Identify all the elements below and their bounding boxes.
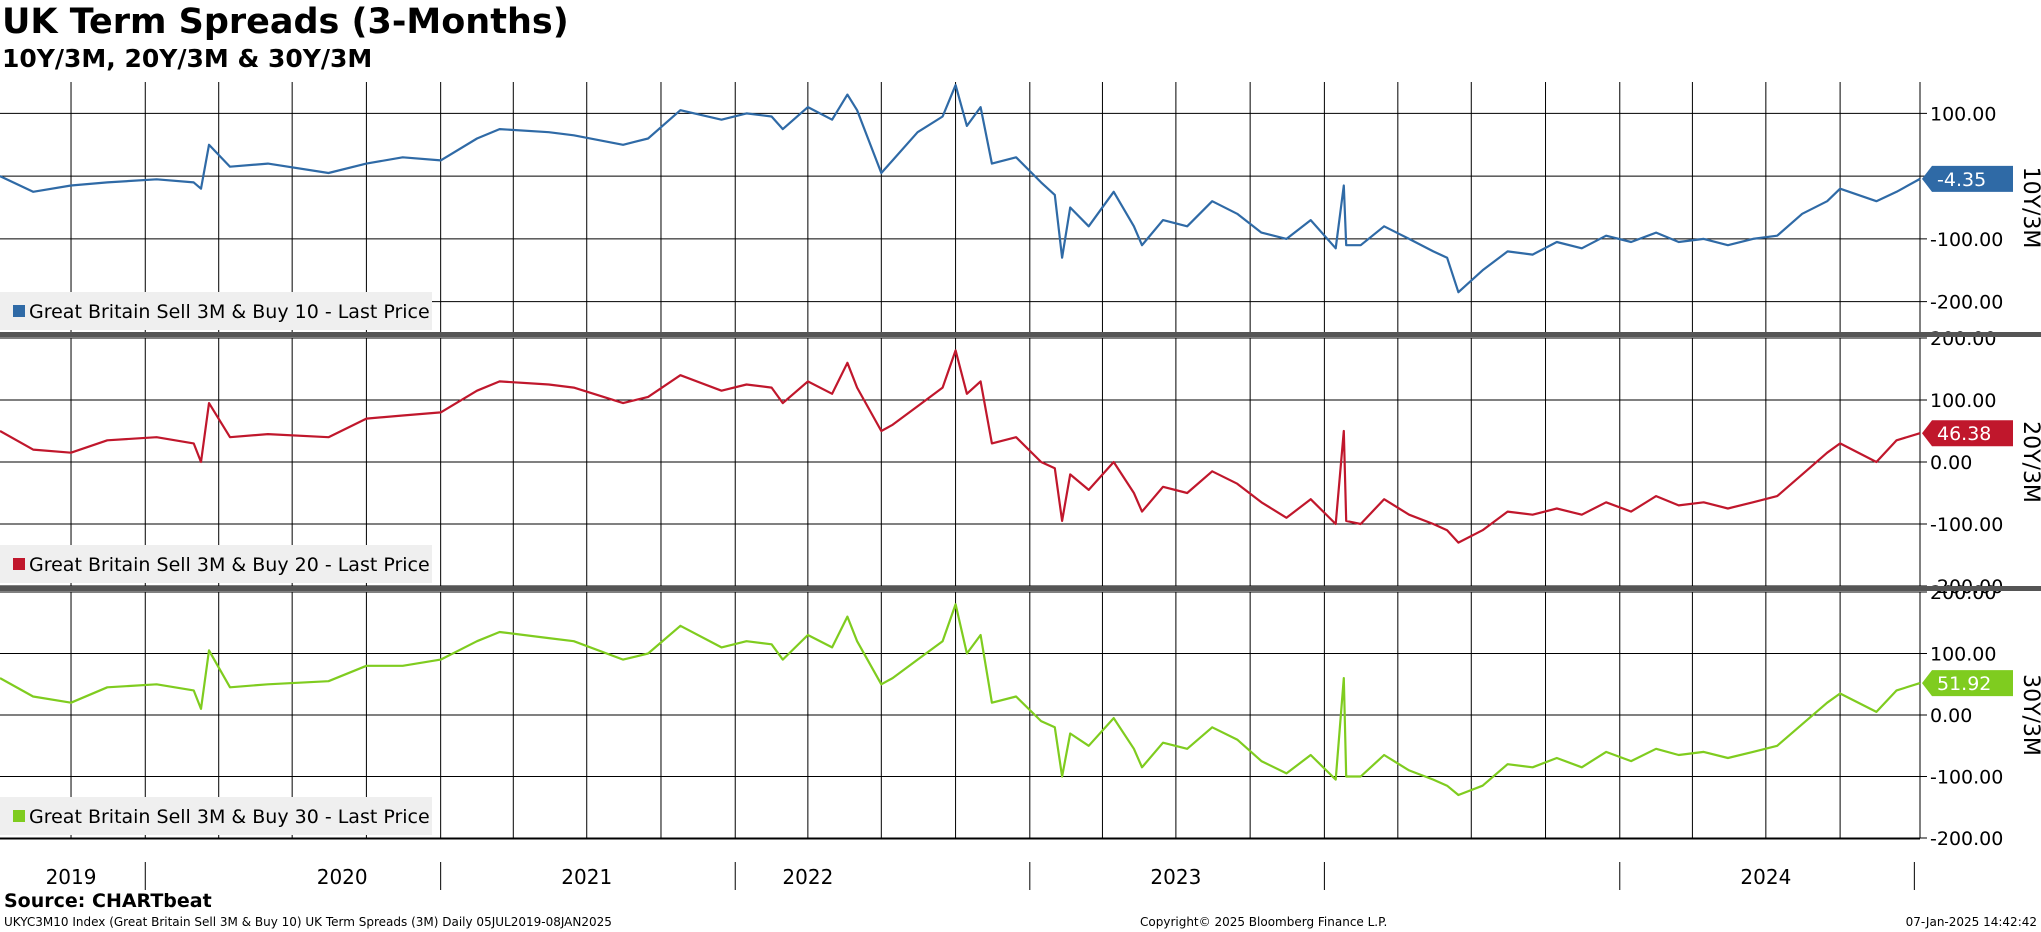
x-tick-label: 2019: [46, 865, 97, 889]
footer-timestamp: 07-Jan-2025 14:42:42: [1905, 915, 2037, 929]
panel-10y-3m: 100.000.00-100.00-200.00-4.3510Y/3MGreat…: [0, 82, 2041, 333]
series-line: [0, 349, 1921, 544]
y-axis-title: 20Y/3M: [2018, 421, 2041, 503]
last-value-label: 46.38: [1937, 423, 1991, 445]
y-axis-title: 10Y/3M: [2018, 167, 2041, 249]
last-value-label: -4.35: [1937, 169, 1986, 191]
y-tick-label: -200.00: [1930, 828, 2003, 850]
y-tick-label: 200.00: [1930, 328, 1996, 350]
y-tick-label: 100.00: [1930, 644, 1996, 666]
series-line: [0, 603, 1921, 797]
last-value-label: 51.92: [1937, 673, 1991, 695]
x-tick-label: 2020: [317, 865, 368, 889]
last-value-tag: [1922, 420, 2013, 447]
panel-separator: [0, 586, 2041, 591]
legend-swatch: [13, 305, 25, 317]
y-tick-label: 100.00: [1930, 390, 1996, 412]
legend-box: [0, 545, 432, 583]
y-tick-label: -100.00: [1930, 229, 2003, 251]
panel-separator: [0, 332, 2041, 337]
chart-subtitle: 10Y/3M, 20Y/3M & 30Y/3M: [2, 44, 373, 73]
y-tick-label: 100.00: [1930, 103, 1996, 125]
last-value-tag: [1922, 670, 2013, 697]
panel-30y-3m: 200.00 100.00 0.00 -100.00 -200.00 51.92 30Y/3…: [0, 582, 2041, 850]
y-tick-label: -200.00: [1930, 292, 2003, 314]
x-tick-label: 2021: [561, 865, 612, 889]
y-axis-title: 30Y/3M: [2018, 674, 2041, 756]
legend-swatch: [13, 810, 25, 822]
y-tick-label: 0.00: [1930, 705, 1972, 727]
legend-swatch: [13, 558, 25, 570]
chart-title: UK Term Spreads (3-Months): [2, 2, 569, 42]
legend-label: Great Britain Sell 3M & Buy 20 - Last Pr…: [29, 554, 430, 576]
footer-index-info: UKYC3M10 Index (Great Britain Sell 3M & …: [4, 915, 612, 929]
x-tick-label: 2024: [1740, 865, 1791, 889]
last-value-tag: [1922, 165, 2013, 192]
x-tick-label: 2023: [1150, 865, 1201, 889]
y-tick-label: 0.00: [1930, 452, 1972, 474]
y-tick-label: 200.00: [1930, 582, 1996, 604]
y-tick-label: -100.00: [1930, 767, 2003, 789]
source-note: Source: CHARTbeat: [4, 890, 212, 912]
legend-label: Great Britain Sell 3M & Buy 30 - Last Pr…: [29, 806, 430, 828]
series-line: [0, 84, 1921, 294]
legend-box: [0, 797, 432, 835]
legend-label: Great Britain Sell 3M & Buy 10 - Last Pr…: [29, 301, 430, 323]
footer-copyright: Copyright© 2025 Bloomberg Finance L.P.: [1140, 915, 1388, 929]
legend-box: [0, 292, 432, 330]
y-tick-label: -100.00: [1930, 514, 2003, 536]
panel-20y-3m: 200.00100.000.00-100.00-200.0046.3820Y/3…: [0, 328, 2041, 598]
x-tick-label: 2022: [782, 865, 833, 889]
